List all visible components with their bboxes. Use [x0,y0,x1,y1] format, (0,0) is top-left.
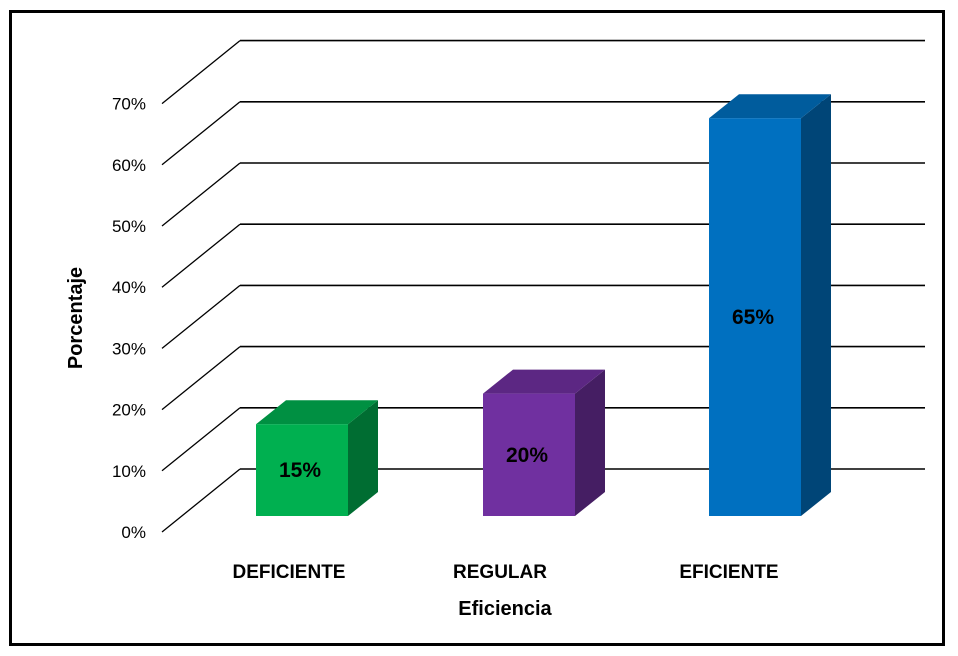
data-label: 15% [279,459,321,482]
bar-top-face [709,94,831,119]
y-tick-label: 0% [121,523,146,542]
y-tick-label: 20% [112,401,146,420]
gridline-diagonal [161,101,241,166]
x-axis-categories: DEFICIENTE REGULAR EFICIENTE [233,562,779,583]
gridline-diagonal [161,284,241,349]
gridline-diagonal [161,468,241,533]
gridline-diagonal [161,40,241,105]
y-tick-label: 50% [112,217,146,236]
data-label: 20% [506,444,548,467]
bar-top-face [256,400,378,425]
bar-front-face [709,118,801,516]
y-axis-ticks: 0% 10% 20% 30% 40% 50% 60% 70% [112,95,146,542]
gridline-diagonal [161,407,241,472]
y-tick-label: 40% [112,278,146,297]
bar-eficiente: 65% [709,94,831,516]
x-category-label: DEFICIENTE [233,562,346,583]
bars: 15% 20% 65% [256,94,831,516]
bar-side-face [801,94,831,516]
gridline-diagonal [161,346,241,411]
y-axis-title: Porcentaje [65,267,87,369]
bar-deficiente: 15% [256,400,378,516]
y-tick-label: 10% [112,462,146,481]
x-axis-title: Eficiencia [458,598,552,620]
bar-front-face [256,424,348,516]
y-tick-label: 30% [112,339,146,358]
y-tick-label: 70% [112,95,146,114]
bar-side-face [348,400,378,516]
bar-side-face [575,369,605,516]
bar-top-face [483,369,605,394]
x-category-label: REGULAR [453,562,547,583]
x-category-label: EFICIENTE [679,562,778,583]
gridline-diagonal [161,162,241,227]
gridline-diagonal [161,223,241,288]
data-label: 65% [732,306,774,329]
bar-front-face [483,393,575,516]
y-tick-label: 60% [112,156,146,175]
bar-regular: 20% [483,369,605,516]
